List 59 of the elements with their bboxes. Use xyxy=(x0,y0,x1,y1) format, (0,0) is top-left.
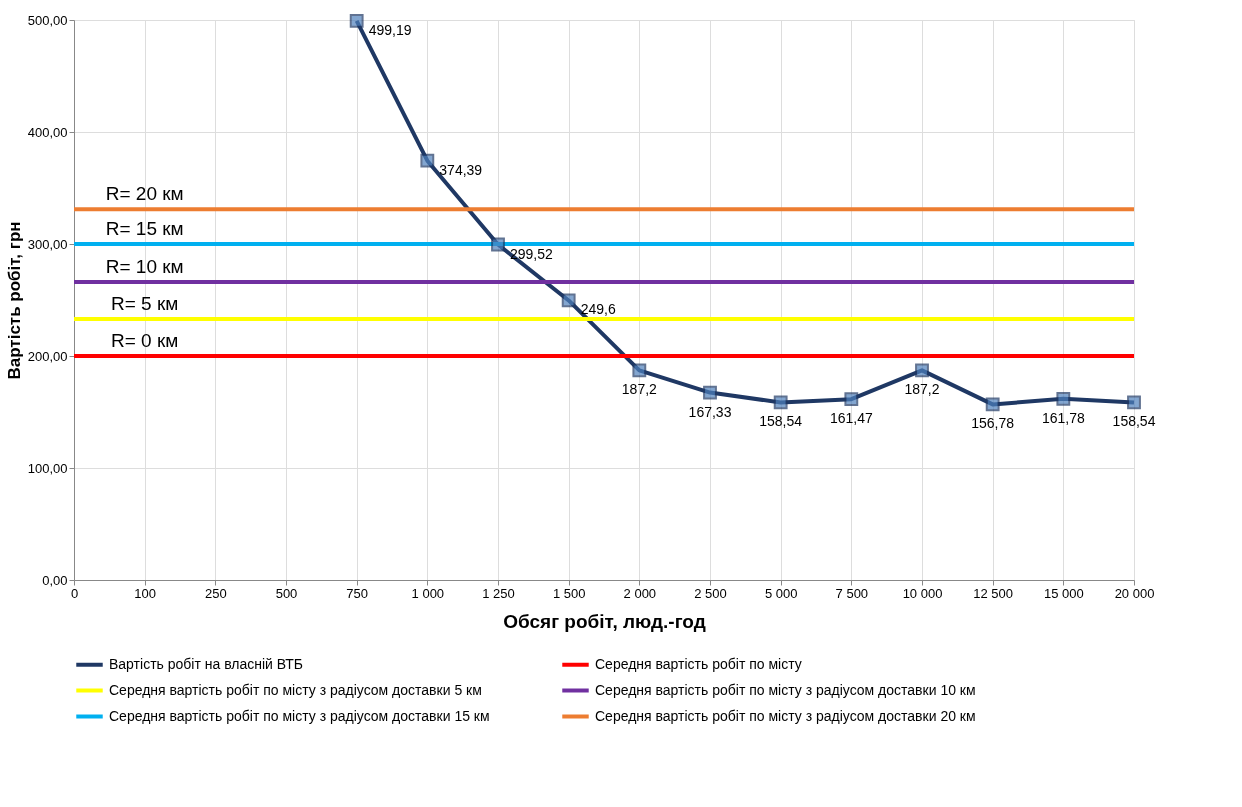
y-tick-label: 500,00 xyxy=(27,12,68,28)
point xyxy=(349,13,364,28)
point xyxy=(561,293,576,308)
point xyxy=(632,363,647,378)
x-tick-label: 7 500 xyxy=(835,585,869,601)
legend-label: Середня вартість робіт по місту з радіусом доставки 10 км xyxy=(595,681,976,698)
data-label: 161,78 xyxy=(1041,409,1085,426)
legend-label: Середня вартість робіт по місту xyxy=(595,655,802,672)
x-tick-label: 12 500 xyxy=(973,585,1014,601)
x-tick-label: 2 500 xyxy=(694,585,727,601)
data-label: 299,52 xyxy=(510,245,554,262)
point xyxy=(491,237,505,252)
data-label: 158,54 xyxy=(1112,413,1156,430)
x-tick-label: 1 500 xyxy=(552,585,586,601)
x-tick-label: 15 000 xyxy=(1043,585,1084,601)
x-tick-label: 10 000 xyxy=(902,585,943,601)
point xyxy=(420,153,435,168)
data-label: 499,19 xyxy=(368,21,412,38)
data-label: 187,2 xyxy=(904,381,940,398)
y-tick-label: 0,00 xyxy=(42,572,68,588)
x-tick-label: 1 250 xyxy=(482,585,515,601)
x-axis-title: Обсяг робіт, люд.-год xyxy=(503,610,706,632)
legend-label: Середня вартість робіт по місту з радіусом доставки 20 км xyxy=(595,707,976,724)
point xyxy=(915,363,929,378)
point xyxy=(1056,391,1071,406)
x-tick-label: 20 000 xyxy=(1114,585,1155,601)
data-label: 161,47 xyxy=(829,410,873,427)
point xyxy=(844,392,859,407)
y-tick-label: 100,00 xyxy=(27,460,68,476)
annotation: R= 5 км xyxy=(111,293,179,315)
annotation: R= 0 км xyxy=(111,330,179,351)
data-label: 374,39 xyxy=(439,161,483,178)
x-tick-label: 100 xyxy=(134,585,157,601)
x-tick-label: 500 xyxy=(275,585,298,601)
x-tick-label: 5 000 xyxy=(764,585,798,601)
point xyxy=(703,385,717,400)
legend-label: Середня вартість робіт по місту з радіусом доставки 15 км xyxy=(109,707,490,724)
point xyxy=(985,397,1000,412)
x-tick-label: 250 xyxy=(204,585,227,601)
data-label: 158,54 xyxy=(759,413,803,430)
y-axis-title: Вартість робіт, грн xyxy=(4,221,24,380)
data-label: 187,2 xyxy=(621,381,658,398)
annotation: R= 10 км xyxy=(105,256,184,278)
data-label: 249,6 xyxy=(580,301,616,318)
legend-label: Вартість робіт на власній ВТБ xyxy=(109,655,303,672)
point xyxy=(1127,395,1141,410)
x-tick-label: 2 000 xyxy=(623,585,657,601)
y-tick-label: 200,00 xyxy=(27,348,68,364)
point xyxy=(773,395,788,410)
y-tick-label: 400,00 xyxy=(27,124,68,140)
data-label: 156,78 xyxy=(971,415,1015,432)
x-tick-label: 0 xyxy=(70,585,79,601)
annotation: R= 20 км xyxy=(105,183,184,205)
y-tick-label: 300,00 xyxy=(27,236,68,252)
legend-label: Середня вартість робіт по місту з радіусом доставки 5 км xyxy=(109,681,482,698)
x-tick-label: 1 000 xyxy=(411,585,445,601)
annotation: R= 15 км xyxy=(105,218,184,239)
x-tick-label: 750 xyxy=(346,585,369,601)
data-label: 167,33 xyxy=(688,403,732,420)
